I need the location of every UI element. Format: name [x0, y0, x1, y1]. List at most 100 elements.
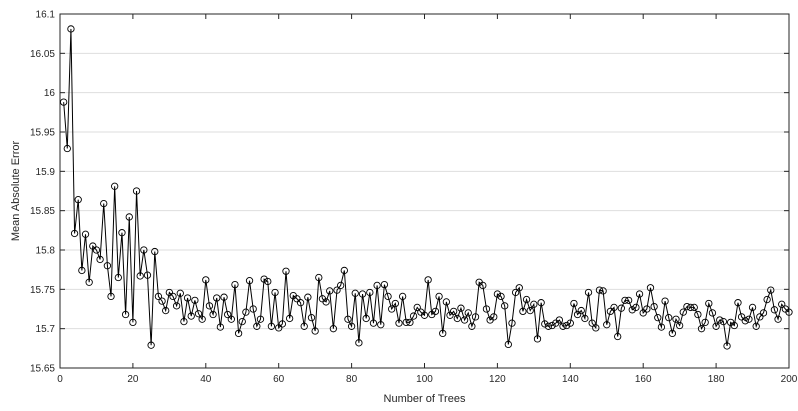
- data-point: [603, 321, 611, 329]
- data-point: [78, 266, 86, 275]
- data-point: [362, 314, 370, 323]
- data-point: [493, 290, 502, 298]
- data-point: [522, 295, 531, 304]
- data-point: [107, 292, 115, 301]
- data-point: [129, 318, 137, 327]
- data-point: [668, 329, 677, 338]
- data-point: [577, 306, 585, 315]
- data-point: [154, 292, 163, 301]
- data-point: [373, 281, 381, 290]
- data-point: [81, 230, 90, 238]
- data-point: [635, 290, 644, 298]
- data-point: [741, 317, 749, 325]
- data-point: [213, 294, 221, 302]
- data-point: [479, 281, 487, 290]
- data-point: [734, 299, 742, 307]
- data-point: [453, 314, 461, 323]
- data-point: [202, 276, 210, 284]
- data-point: [377, 321, 385, 329]
- data-point: [621, 296, 629, 304]
- data-point: [617, 304, 625, 312]
- data-point: [136, 272, 144, 280]
- data-point: [300, 322, 308, 330]
- data-point: [111, 182, 119, 190]
- data-point: [464, 309, 472, 317]
- data-point: [264, 277, 272, 286]
- data-point: [358, 290, 367, 298]
- data-point: [712, 322, 720, 330]
- data-point: [369, 319, 378, 327]
- data-point: [614, 332, 622, 341]
- data-point: [267, 322, 276, 330]
- data-point: [63, 144, 71, 153]
- y-axis-ticks: 15.65 15.7 15.75 15.8 15.85 15.9 15.95 16 16.05 1…: [30, 10, 789, 375]
- data-point: [118, 229, 126, 237]
- x-tick-label: 200: [781, 374, 798, 385]
- y-tick-label: 15.95: [30, 128, 55, 139]
- data-point: [460, 316, 469, 324]
- y-tick-label: 15.9: [36, 167, 56, 178]
- x-tick-label: 40: [200, 374, 212, 385]
- data-point: [737, 313, 746, 321]
- data-point: [650, 302, 658, 311]
- data-point: [260, 275, 268, 283]
- y-tick-label: 15.65: [30, 364, 55, 375]
- data-point: [329, 325, 338, 333]
- series-line: [63, 28, 790, 347]
- data-point: [256, 315, 265, 323]
- data-point: [96, 255, 104, 264]
- data-point: [227, 315, 235, 323]
- data-point: [337, 281, 345, 290]
- data-point: [435, 292, 443, 301]
- data-point: [176, 289, 184, 297]
- series-markers: [60, 25, 793, 350]
- data-point: [501, 302, 509, 310]
- data-point: [592, 324, 600, 332]
- data-point: [285, 314, 294, 323]
- data-point: [581, 314, 589, 323]
- data-point: [439, 329, 447, 338]
- data-point: [497, 292, 505, 301]
- data-point: [398, 292, 407, 301]
- data-point: [468, 322, 476, 330]
- data-point: [278, 320, 286, 328]
- data-point: [599, 287, 607, 295]
- data-point: [515, 284, 523, 292]
- data-point: [504, 340, 512, 349]
- data-point: [143, 271, 152, 279]
- data-point: [745, 315, 753, 323]
- data-point: [541, 320, 549, 328]
- data-point: [686, 303, 695, 312]
- data-point: [661, 297, 669, 305]
- data-point: [245, 277, 254, 285]
- data-point: [610, 303, 618, 312]
- data-point: [384, 292, 392, 301]
- data-point: [340, 266, 348, 275]
- data-point: [333, 286, 341, 294]
- data-point: [304, 293, 312, 301]
- data-point: [169, 292, 177, 301]
- x-axis-label: Number of Trees: [384, 393, 466, 405]
- data-point: [158, 297, 166, 305]
- data-point: [785, 308, 793, 316]
- data-point: [74, 195, 82, 204]
- y-tick-label: 15.8: [36, 246, 56, 257]
- data-point: [708, 309, 717, 317]
- data-point: [224, 310, 232, 319]
- x-axis-ticks: 0 20 40 60 80 100 120 140 160 180 200: [57, 14, 798, 385]
- data-point: [701, 318, 709, 327]
- data-point: [103, 262, 112, 270]
- data-point: [388, 305, 396, 313]
- data-point: [326, 287, 334, 295]
- data-point: [275, 324, 283, 332]
- data-point: [347, 322, 356, 330]
- data-point: [391, 299, 399, 308]
- data-point: [402, 318, 410, 327]
- data-point: [194, 310, 203, 318]
- data-point: [205, 302, 214, 310]
- data-point: [322, 298, 330, 306]
- data-point: [683, 302, 691, 311]
- data-point: [209, 310, 217, 319]
- data-point: [216, 323, 225, 331]
- data-point: [395, 319, 403, 327]
